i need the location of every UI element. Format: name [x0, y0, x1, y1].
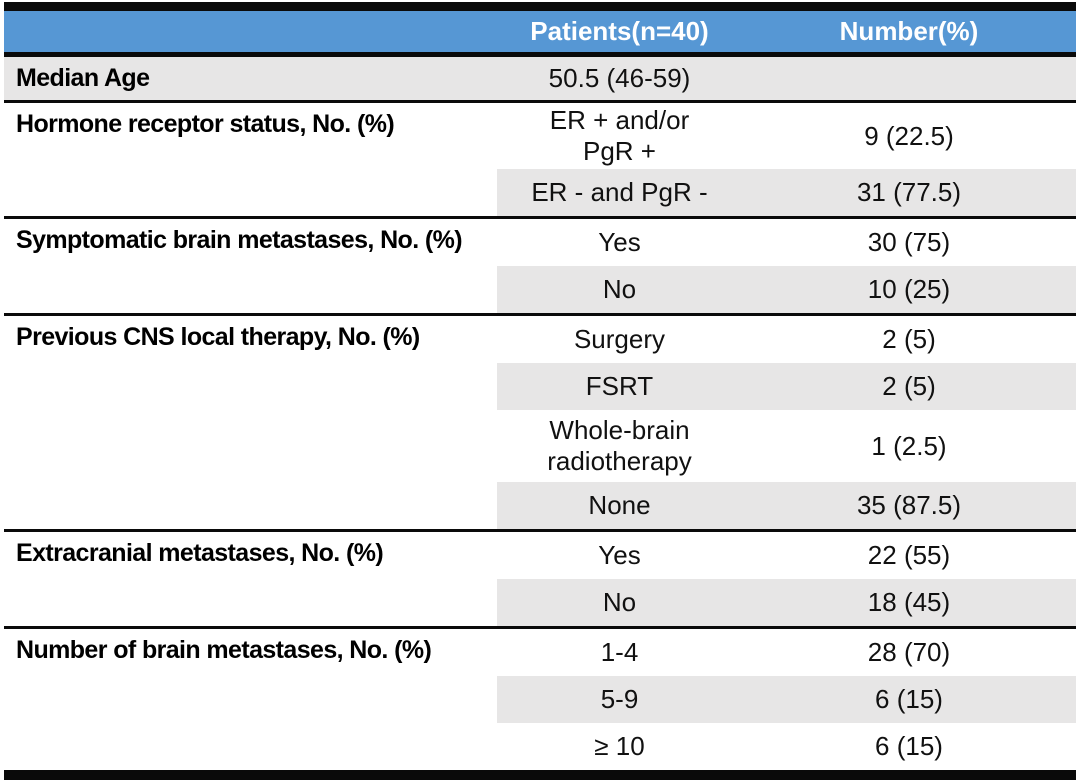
row-label: Number of brain metastases, No. (%) [16, 636, 432, 664]
value-cell: Yes [598, 540, 641, 570]
table-row: 50.5 (46-59) [497, 57, 1076, 100]
section-extracranial-metastases: Extracranial metastases, No. (%) Yes 22 … [4, 529, 1076, 626]
row-label: Symptomatic brain metastases, No. (%) [16, 226, 463, 254]
table-row: Whole-brain radiotherapy 1 (2.5) [497, 410, 1076, 482]
number-cell: 1 (2.5) [871, 430, 947, 461]
value-cell: Surgery [573, 324, 666, 354]
section-symptomatic-brain-metastases: Symptomatic brain metastases, No. (%) Ye… [4, 216, 1076, 313]
value-cell: 1-4 [600, 637, 639, 667]
section-rows: ER + and/or PgR + 9 (22.5) ER - and PgR … [497, 103, 1076, 216]
number-cell: 35 (87.5) [856, 490, 962, 520]
number-cell: 31 (77.5) [856, 177, 962, 207]
number-cell: 30 (75) [867, 227, 951, 257]
number-cell: 28 (70) [867, 637, 951, 667]
table-row: ER - and PgR - 31 (77.5) [497, 169, 1076, 216]
value-cell: FSRT [585, 371, 654, 401]
section-hormone-receptor-status: Hormone receptor status, No. (%) ER + an… [4, 100, 1076, 216]
header-cell-patients: Patients(n=40) [530, 16, 709, 46]
section-rows: 50.5 (46-59) [497, 57, 1076, 100]
section-rows: Surgery 2 (5) FSRT 2 (5) Whole-brain rad… [497, 316, 1076, 529]
number-cell: 2 (5) [882, 371, 936, 401]
number-cell: 2 (5) [882, 324, 936, 354]
row-label: Previous CNS local therapy, No. (%) [16, 323, 420, 351]
value-cell: No [602, 587, 637, 617]
row-label: Hormone receptor status, No. (%) [16, 110, 395, 138]
section-rows: 1-4 28 (70) 5-9 6 (15) ≥ 10 6 (15) [497, 629, 1076, 770]
number-cell: 10 (25) [867, 274, 951, 304]
section-previous-cns-local-therapy: Previous CNS local therapy, No. (%) Surg… [4, 313, 1076, 529]
section-median-age: Median Age 50.5 (46-59) [4, 57, 1076, 100]
table-row: ≥ 10 6 (15) [497, 723, 1076, 770]
section-rows: Yes 30 (75) No 10 (25) [497, 219, 1076, 313]
number-cell: 9 (22.5) [864, 120, 954, 151]
table-row: No 18 (45) [497, 579, 1076, 626]
value-cell: ≥ 10 [594, 731, 645, 761]
table-row: 5-9 6 (15) [497, 676, 1076, 723]
row-label: Median Age [16, 64, 150, 92]
number-cell: 22 (55) [867, 540, 951, 570]
table-row: Surgery 2 (5) [497, 316, 1076, 363]
value-cell: Whole-brain radiotherapy [547, 415, 692, 476]
table-row: 1-4 28 (70) [497, 629, 1076, 676]
patient-characteristics-table: Patients(n=40) Number(%) Median Age 50.5… [4, 2, 1076, 780]
table-row: No 10 (25) [497, 266, 1076, 313]
number-cell: 6 (15) [875, 684, 943, 714]
value-cell: None [588, 490, 651, 520]
table-row: None 35 (87.5) [497, 482, 1076, 529]
section-number-of-brain-metastases: Number of brain metastases, No. (%) 1-4 … [4, 626, 1076, 770]
value-cell: ER + and/or PgR + [549, 105, 690, 166]
table-row: FSRT 2 (5) [497, 363, 1076, 410]
row-label: Extracranial metastases, No. (%) [16, 539, 384, 567]
header-cell-number: Number(%) [839, 16, 979, 46]
number-cell: 6 (15) [875, 731, 943, 761]
value-cell: 5-9 [600, 684, 639, 714]
value-cell: ER - and PgR - [531, 177, 708, 207]
value-cell: No [602, 274, 637, 304]
number-cell: 18 (45) [867, 587, 951, 617]
value-cell: 50.5 (46-59) [548, 63, 691, 93]
table-row: ER + and/or PgR + 9 (22.5) [497, 103, 1076, 169]
table-header-row: Patients(n=40) Number(%) [4, 11, 1076, 57]
table-row: Yes 22 (55) [497, 532, 1076, 579]
value-cell: Yes [598, 227, 641, 257]
section-rows: Yes 22 (55) No 18 (45) [497, 532, 1076, 626]
table-row: Yes 30 (75) [497, 219, 1076, 266]
